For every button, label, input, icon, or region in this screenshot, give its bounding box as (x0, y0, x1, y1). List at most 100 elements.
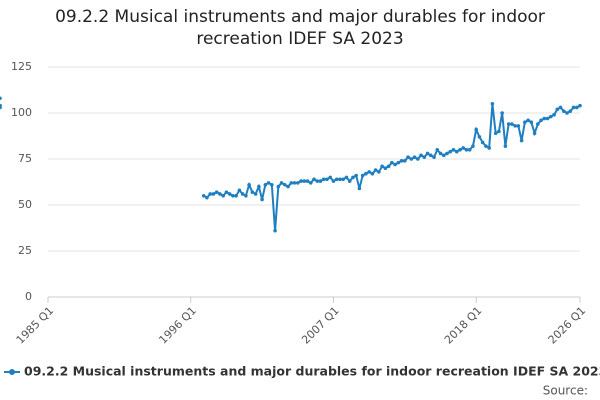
point (302, 179, 307, 183)
point (270, 182, 274, 187)
point (257, 184, 261, 189)
point (565, 111, 569, 115)
point (231, 194, 235, 198)
point (377, 170, 381, 174)
point (341, 177, 345, 182)
point (250, 190, 255, 194)
point (273, 228, 277, 233)
point (412, 155, 417, 159)
point (545, 116, 550, 121)
point (464, 148, 469, 152)
point (487, 146, 491, 150)
point (244, 194, 248, 198)
point (390, 160, 394, 165)
point (266, 181, 271, 185)
point (451, 148, 456, 152)
legend-marker (9, 369, 15, 375)
point (347, 179, 352, 183)
point (448, 149, 453, 154)
point (367, 170, 371, 174)
point (357, 186, 362, 191)
point (467, 148, 472, 152)
point (513, 124, 517, 128)
point (474, 127, 478, 132)
legend-label: 09.2.2 Musical instruments and major dur… (24, 364, 600, 379)
point (0, 96, 2, 101)
point (549, 114, 553, 119)
y-tick-label: 100 (11, 106, 32, 119)
y-tick-label: 0 (25, 290, 32, 303)
point (403, 159, 407, 163)
point (510, 122, 514, 126)
point (205, 195, 209, 200)
point (386, 164, 391, 169)
point (578, 103, 582, 108)
point (454, 149, 459, 154)
point (208, 192, 212, 196)
point (292, 181, 297, 185)
x-tick-label: 2007 Q1 (299, 304, 342, 347)
point (571, 105, 576, 110)
point (493, 131, 498, 136)
point (519, 138, 524, 143)
source: Source: (543, 384, 588, 398)
point (227, 192, 232, 196)
point (383, 166, 388, 170)
point (419, 153, 423, 158)
point (276, 184, 281, 189)
point (490, 102, 495, 106)
point (331, 179, 336, 183)
point (351, 175, 355, 180)
point (279, 181, 284, 185)
point (221, 194, 225, 198)
point (432, 155, 436, 159)
point (445, 151, 449, 156)
point (299, 179, 303, 183)
point (458, 148, 462, 152)
x-tick-label: 2026 Q1 (546, 304, 589, 347)
point (344, 175, 349, 180)
point (0, 103, 2, 108)
point (354, 173, 358, 178)
point (305, 179, 310, 183)
x-tick-label: 2018 Q1 (442, 304, 485, 347)
point (295, 181, 300, 185)
y-tick-label: 75 (18, 152, 32, 165)
point (409, 157, 414, 161)
point (438, 151, 443, 156)
point (370, 171, 375, 176)
point (224, 190, 229, 194)
point (558, 105, 563, 110)
point (286, 184, 290, 189)
point (396, 160, 401, 165)
point (263, 182, 268, 187)
point (260, 197, 264, 202)
point (247, 182, 251, 187)
point (480, 140, 485, 145)
point (334, 177, 339, 182)
chart-title: 09.2.2 Musical instruments and major dur… (55, 7, 545, 49)
point (526, 118, 530, 123)
point (461, 146, 466, 150)
point (523, 120, 527, 124)
y-tick-label: 25 (18, 244, 32, 257)
point (373, 168, 378, 172)
point (393, 162, 397, 167)
point (422, 155, 427, 159)
point (338, 177, 342, 182)
point (425, 151, 430, 156)
point (497, 129, 501, 134)
point (532, 131, 537, 136)
x-tick-label: 1985 Q1 (14, 304, 57, 347)
point (428, 153, 433, 158)
point (399, 159, 404, 163)
y-tick-label: 125 (11, 60, 32, 73)
point (471, 144, 475, 148)
point (539, 118, 543, 123)
point (214, 190, 219, 194)
point (211, 192, 216, 196)
point (552, 113, 556, 117)
point (201, 194, 206, 198)
point (516, 124, 521, 128)
